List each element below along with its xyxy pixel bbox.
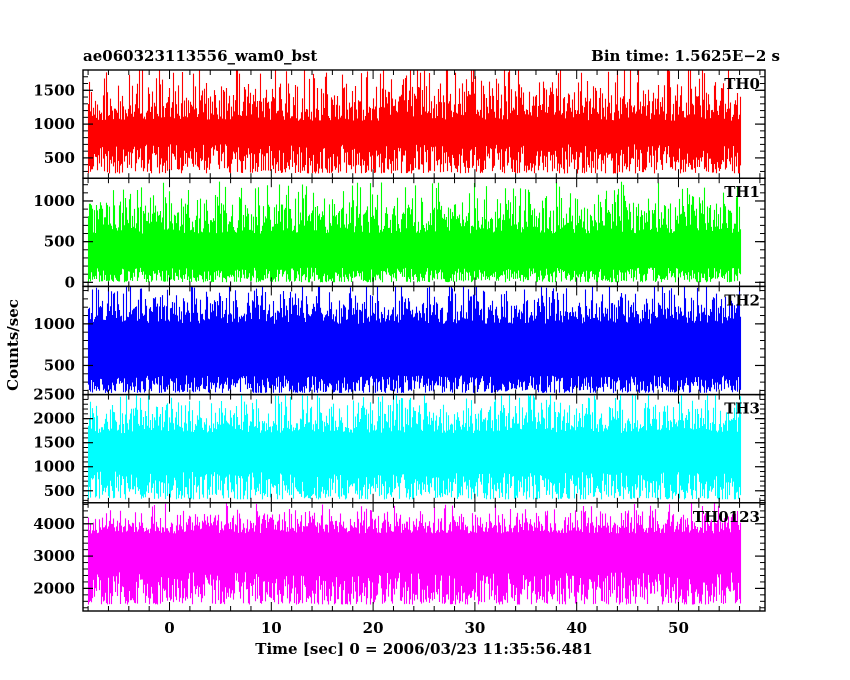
panel-th1: 0 500 1000 TH1 bbox=[33, 177, 766, 291]
y-tick-label: 500 bbox=[44, 356, 75, 374]
y-tick-label: 500 bbox=[44, 149, 75, 167]
x-tick-label: 50 bbox=[668, 619, 689, 637]
y-tick-label: 1000 bbox=[33, 115, 75, 133]
y-tick-label: 2500 bbox=[33, 386, 75, 404]
panel-label: TH2 bbox=[724, 291, 760, 309]
x-tick-label: 20 bbox=[363, 619, 384, 637]
y-tick-label: 1000 bbox=[33, 458, 75, 476]
y-tick-label: 0 bbox=[65, 273, 75, 291]
y-tick-label: 1500 bbox=[33, 434, 75, 452]
panel-th0123: 2000 3000 4000 TH0123 bbox=[33, 502, 766, 612]
panel-label: TH0 bbox=[724, 75, 760, 93]
x-axis-label: Time [sec] 0 = 2006/03/23 11:35:56.481 bbox=[255, 640, 592, 658]
panels-group: 500 1000 1500 TH0 0 500 1000 TH1 500 1000 TH2 500 10… bbox=[33, 69, 766, 612]
y-tick-label: 2000 bbox=[33, 410, 75, 428]
panel-label: TH3 bbox=[724, 400, 760, 418]
panel-label: TH1 bbox=[724, 183, 760, 201]
x-tick-label: 40 bbox=[566, 619, 587, 637]
panel-th2: 500 1000 TH2 bbox=[33, 285, 766, 396]
series-th0 bbox=[87, 70, 742, 174]
panel-th0: 500 1000 1500 TH0 bbox=[33, 69, 766, 179]
y-axis-label: Counts/sec bbox=[4, 299, 22, 391]
panel-label: TH0123 bbox=[693, 508, 760, 526]
y-tick-label: 1000 bbox=[33, 192, 75, 210]
y-tick-label: 1000 bbox=[33, 315, 75, 333]
x-axis: 0 10 20 30 40 50 bbox=[164, 619, 689, 637]
series-th3 bbox=[87, 394, 742, 500]
series-th0123 bbox=[87, 503, 742, 605]
panel-frame bbox=[82, 502, 766, 612]
series-th1 bbox=[87, 181, 742, 283]
y-tick-label: 1500 bbox=[33, 81, 75, 99]
x-tick-label: 0 bbox=[164, 619, 174, 637]
y-tick-label: 500 bbox=[44, 482, 75, 500]
y-tick-label: 500 bbox=[44, 233, 75, 251]
series-th2 bbox=[87, 286, 742, 393]
y-tick-label: 4000 bbox=[33, 515, 75, 533]
x-tick-label: 30 bbox=[464, 619, 485, 637]
panel-th3: 500 1000 1500 2000 2500 TH3 bbox=[33, 386, 766, 504]
y-tick-label: 2000 bbox=[33, 579, 75, 597]
chart-title: ae060323113556_wam0_bst bbox=[83, 47, 317, 65]
x-tick-label: 10 bbox=[261, 619, 282, 637]
y-tick-label: 3000 bbox=[33, 547, 75, 565]
bin-time-label: Bin time: 1.5625E−2 s bbox=[591, 47, 780, 65]
